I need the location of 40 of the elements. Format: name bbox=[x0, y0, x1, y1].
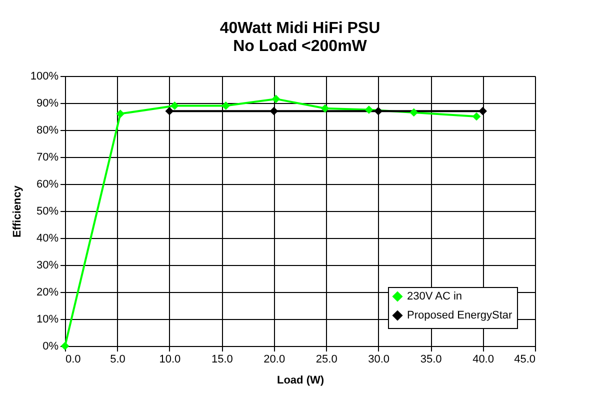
x-tick-label: 40.0 bbox=[472, 354, 494, 366]
legend-label: Proposed EnergyStar bbox=[407, 310, 513, 322]
y-tick-label: 80% bbox=[36, 124, 59, 136]
x-tick-label: 35.0 bbox=[420, 354, 442, 366]
point bbox=[170, 102, 179, 110]
point bbox=[272, 94, 280, 104]
x-tick-label: 45.0 bbox=[514, 354, 536, 366]
legend-label: 230V AC in bbox=[407, 290, 462, 302]
point bbox=[116, 110, 125, 118]
point bbox=[270, 106, 278, 116]
point bbox=[374, 106, 383, 116]
y-tick-label: 100% bbox=[30, 70, 59, 82]
y-tick-label: 30% bbox=[36, 260, 59, 272]
x-tick-label: 10.0 bbox=[159, 354, 181, 366]
point bbox=[472, 112, 481, 121]
x-tick-label: 30.0 bbox=[368, 354, 390, 366]
y-tick-label: 60% bbox=[36, 178, 59, 190]
point bbox=[410, 108, 418, 117]
text: 40Watt Midi HiFi PSU bbox=[220, 20, 380, 37]
x-tick-label: 25.0 bbox=[316, 354, 338, 366]
y-tick-label: 40% bbox=[36, 232, 59, 244]
y-axis-title: Efficiency bbox=[11, 184, 24, 238]
point bbox=[478, 106, 487, 116]
x-tick-label: 0.0 bbox=[66, 354, 81, 366]
point bbox=[364, 106, 374, 114]
x-tick-label: 15.0 bbox=[211, 354, 233, 366]
point bbox=[165, 106, 174, 116]
point bbox=[60, 342, 70, 350]
text: No Load <200mW bbox=[233, 38, 367, 55]
x-axis-title: Load (W) bbox=[276, 374, 324, 386]
point bbox=[222, 102, 230, 110]
x-tick-label: 20.0 bbox=[264, 354, 286, 366]
y-tick-label: 70% bbox=[36, 152, 59, 164]
y-tick-label: 10% bbox=[36, 314, 59, 326]
point bbox=[320, 104, 330, 113]
y-tick-label: 50% bbox=[36, 206, 59, 218]
y-tick-label: 90% bbox=[36, 98, 59, 110]
y-tick-label: 0% bbox=[42, 340, 59, 352]
x-tick-label: 5.0 bbox=[110, 354, 126, 366]
y-tick-label: 20% bbox=[36, 286, 59, 298]
